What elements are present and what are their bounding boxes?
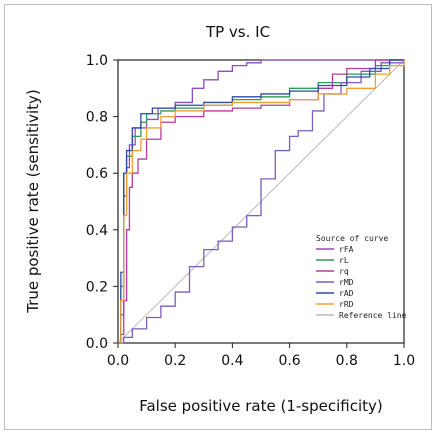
x-tick-label: 0.0	[107, 353, 129, 369]
y-tick-label: 0.4	[86, 223, 108, 239]
x-tick-label: 0.8	[336, 353, 358, 369]
chart-title: TP vs. IC	[205, 23, 270, 41]
series-line-rmd	[118, 60, 405, 344]
legend-label: rRD	[339, 300, 354, 309]
legend-label: rFA	[339, 245, 354, 254]
legend-label: rL	[339, 256, 349, 265]
y-tick-label: 0.2	[86, 279, 108, 295]
series-layer	[117, 59, 405, 344]
y-tick-label: 0.6	[86, 166, 108, 182]
legend-label: rMD	[339, 278, 354, 287]
x-tick-label: 1.0	[393, 353, 415, 369]
y-tick-label: 0.0	[86, 336, 108, 352]
x-tick-label: 0.2	[164, 353, 186, 369]
y-tick-label: 1.0	[86, 53, 108, 69]
x-tick-label: 0.4	[221, 353, 243, 369]
legend: Source of curve rFA rL rq rMD rAD rRD Referenc…	[316, 234, 407, 320]
y-axis-label: True positive rate (sensitivity)	[24, 89, 42, 314]
x-tick-label: 0.6	[278, 353, 300, 369]
series-line-rad	[118, 59, 404, 344]
y-tick-label: 0.8	[86, 110, 108, 126]
legend-title: Source of curve	[316, 234, 388, 243]
legend-label: rAD	[339, 289, 354, 298]
legend-label: Reference line	[339, 311, 407, 320]
legend-label: rq	[339, 267, 349, 276]
series-line-rrd	[118, 60, 405, 344]
ticks-layer: 0.0 0.2 0.4 0.6 0.8 1.0 0.0 0.2 0.4 0.6 0.8 1.0	[86, 53, 415, 369]
x-axis-label: False positive rate (1-specificity)	[139, 397, 383, 415]
